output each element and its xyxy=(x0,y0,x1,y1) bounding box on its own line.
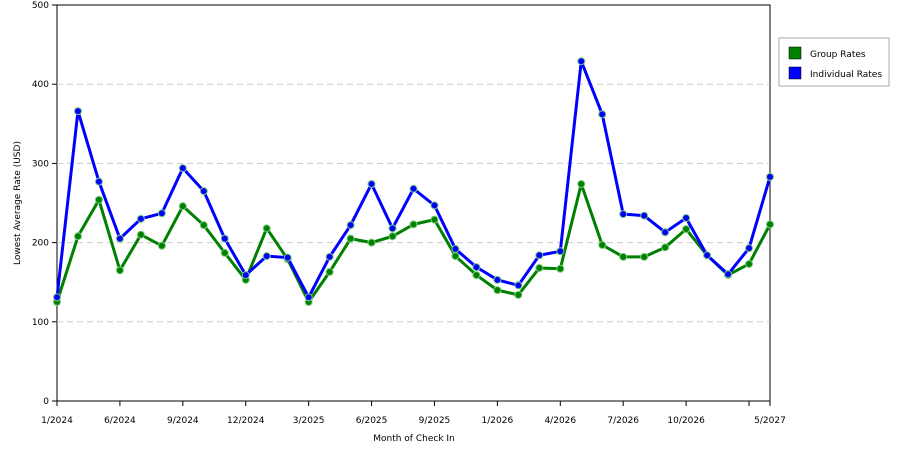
legend-label: Group Rates xyxy=(810,50,866,60)
y-tick-label: 0 xyxy=(43,397,49,407)
data-point xyxy=(451,252,460,261)
data-point xyxy=(115,234,124,243)
data-point xyxy=(745,244,754,253)
data-point xyxy=(535,251,544,260)
data-point xyxy=(262,224,271,233)
data-point xyxy=(682,214,691,223)
data-point xyxy=(451,244,460,253)
x-tick-label: 4/2026 xyxy=(544,416,576,426)
x-tick-label: 5/2027 xyxy=(754,416,786,426)
data-point xyxy=(514,281,523,290)
data-point xyxy=(136,214,145,223)
data-point xyxy=(346,221,355,230)
x-tick-label: 1/2026 xyxy=(482,416,514,426)
legend-swatch xyxy=(788,46,802,60)
x-tick-label: 6/2024 xyxy=(104,416,136,426)
x-tick-label: 3/2025 xyxy=(293,416,325,426)
data-point xyxy=(220,234,229,243)
data-point xyxy=(94,177,103,186)
data-point xyxy=(325,252,334,261)
data-point xyxy=(472,271,481,280)
data-point xyxy=(73,107,82,116)
legend-label: Individual Rates xyxy=(810,70,882,80)
data-point xyxy=(262,252,271,261)
data-point xyxy=(199,221,208,230)
data-point xyxy=(619,210,628,219)
data-point xyxy=(640,252,649,261)
x-tick-label: 9/2024 xyxy=(167,416,199,426)
data-point xyxy=(682,225,691,234)
data-point xyxy=(493,275,502,284)
data-point xyxy=(766,172,774,181)
data-point xyxy=(115,266,124,275)
data-point xyxy=(514,290,523,299)
x-tick-label: 1/2024 xyxy=(41,416,73,426)
data-point xyxy=(661,228,670,237)
data-point xyxy=(157,241,166,250)
data-point xyxy=(430,201,439,210)
data-point xyxy=(157,209,166,218)
data-point xyxy=(598,110,607,119)
data-point xyxy=(598,240,607,249)
data-point xyxy=(430,215,439,224)
data-point xyxy=(241,271,250,280)
data-point xyxy=(178,164,187,173)
data-point xyxy=(388,224,397,233)
data-point xyxy=(577,179,586,188)
data-point xyxy=(199,187,208,196)
data-point xyxy=(661,243,670,252)
y-tick-label: 500 xyxy=(32,1,49,11)
data-point xyxy=(619,252,628,261)
y-tick-label: 400 xyxy=(32,80,49,90)
data-point xyxy=(472,263,481,272)
data-point xyxy=(367,238,376,247)
data-point xyxy=(703,251,712,260)
data-point xyxy=(493,286,502,295)
data-point xyxy=(94,195,103,204)
x-tick-label: 10/2026 xyxy=(667,416,705,426)
x-axis-label: Month of Check In xyxy=(373,434,455,444)
data-point xyxy=(745,259,754,268)
y-tick-label: 300 xyxy=(32,159,49,169)
data-point xyxy=(53,293,61,302)
data-point xyxy=(73,232,82,241)
y-tick-label: 200 xyxy=(32,239,49,249)
data-point xyxy=(388,232,397,241)
legend-swatch xyxy=(788,66,802,80)
data-point xyxy=(640,211,649,220)
x-tick-label: 7/2026 xyxy=(607,416,639,426)
data-point xyxy=(766,220,774,229)
y-tick-label: 100 xyxy=(32,318,49,328)
plot-area xyxy=(56,4,771,402)
data-point xyxy=(220,248,229,257)
data-point xyxy=(535,263,544,272)
x-tick-label: 9/2025 xyxy=(419,416,451,426)
data-point xyxy=(367,179,376,188)
data-point xyxy=(325,267,334,276)
y-axis-label: Lowest Average Rate (USD) xyxy=(13,141,23,265)
x-tick-label: 12/2024 xyxy=(227,416,265,426)
data-point xyxy=(304,293,313,302)
data-point xyxy=(577,57,586,66)
x-tick-label: 6/2025 xyxy=(356,416,388,426)
data-point xyxy=(136,230,145,239)
data-point xyxy=(556,247,565,256)
data-point xyxy=(556,264,565,273)
data-point xyxy=(409,220,418,229)
data-point xyxy=(346,234,355,243)
data-point xyxy=(724,270,733,279)
data-point xyxy=(283,253,292,262)
data-point xyxy=(178,202,187,211)
data-point xyxy=(409,184,418,193)
